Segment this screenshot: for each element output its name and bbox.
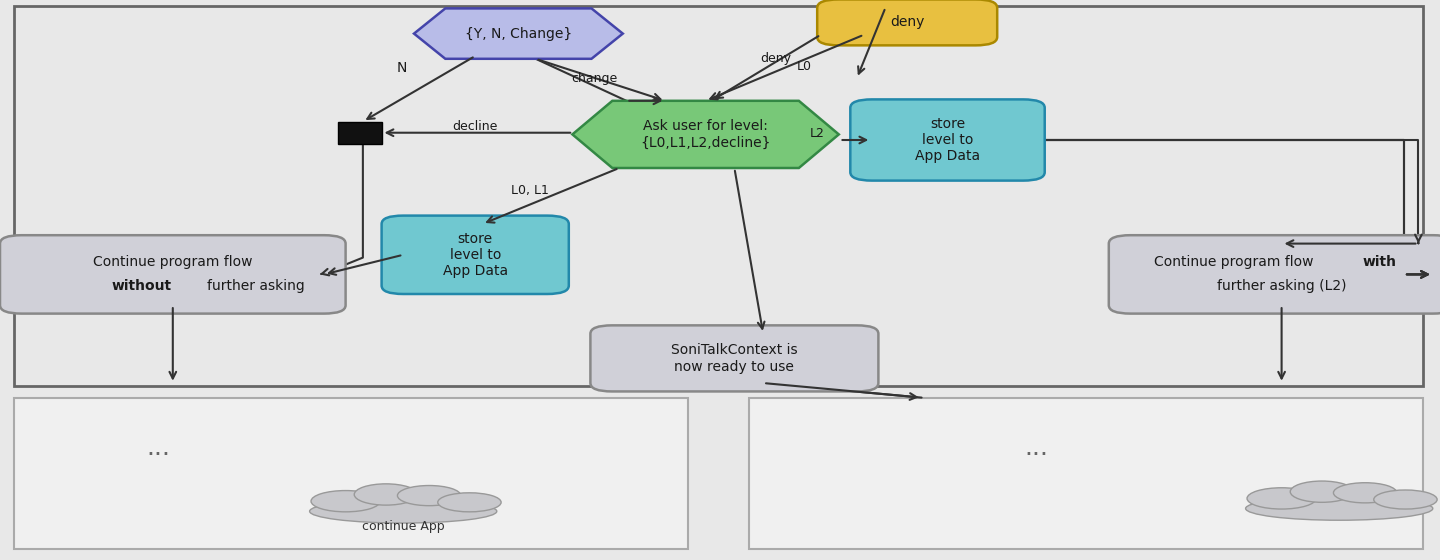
FancyBboxPatch shape — [818, 0, 996, 45]
Text: decline: decline — [452, 119, 498, 133]
Ellipse shape — [1246, 497, 1433, 520]
FancyBboxPatch shape — [382, 216, 569, 294]
Text: {Y, N, Change}: {Y, N, Change} — [465, 27, 572, 41]
FancyBboxPatch shape — [338, 122, 382, 144]
Text: without: without — [111, 279, 171, 293]
FancyBboxPatch shape — [1109, 235, 1440, 314]
Ellipse shape — [438, 493, 501, 512]
Text: further asking (L2): further asking (L2) — [1217, 279, 1346, 293]
Text: further asking: further asking — [207, 279, 305, 293]
Text: with: with — [1362, 255, 1397, 269]
FancyBboxPatch shape — [850, 100, 1045, 181]
Ellipse shape — [1333, 483, 1397, 503]
Text: Continue program flow: Continue program flow — [94, 255, 252, 269]
Text: SoniTalkContext is
now ready to use: SoniTalkContext is now ready to use — [671, 343, 798, 374]
FancyBboxPatch shape — [749, 398, 1423, 549]
Polygon shape — [573, 101, 838, 168]
Text: ...: ... — [1025, 436, 1048, 460]
Text: Continue program flow: Continue program flow — [1153, 255, 1318, 269]
FancyBboxPatch shape — [590, 325, 878, 391]
Text: L0, L1: L0, L1 — [511, 184, 549, 197]
Text: deny: deny — [890, 16, 924, 30]
FancyBboxPatch shape — [14, 398, 688, 549]
Text: N: N — [396, 62, 408, 76]
Ellipse shape — [354, 484, 418, 505]
Ellipse shape — [397, 486, 461, 506]
Text: L2: L2 — [811, 127, 825, 140]
Ellipse shape — [310, 500, 497, 523]
Polygon shape — [415, 8, 622, 59]
Text: store
level to
App Data: store level to App Data — [914, 117, 981, 163]
Ellipse shape — [1247, 488, 1316, 509]
Text: change: change — [572, 72, 618, 85]
FancyBboxPatch shape — [0, 235, 346, 314]
Text: Ask user for level:
{L0,L1,L2,decline}: Ask user for level: {L0,L1,L2,decline} — [641, 119, 770, 150]
FancyBboxPatch shape — [14, 6, 1423, 386]
Text: ...: ... — [147, 436, 170, 460]
Text: store
level to
App Data: store level to App Data — [442, 232, 508, 278]
Ellipse shape — [1290, 481, 1354, 502]
Ellipse shape — [1374, 490, 1437, 509]
Text: continue App: continue App — [361, 520, 445, 533]
Text: deny: deny — [760, 52, 792, 66]
Text: L0: L0 — [796, 59, 811, 73]
Ellipse shape — [311, 491, 380, 512]
